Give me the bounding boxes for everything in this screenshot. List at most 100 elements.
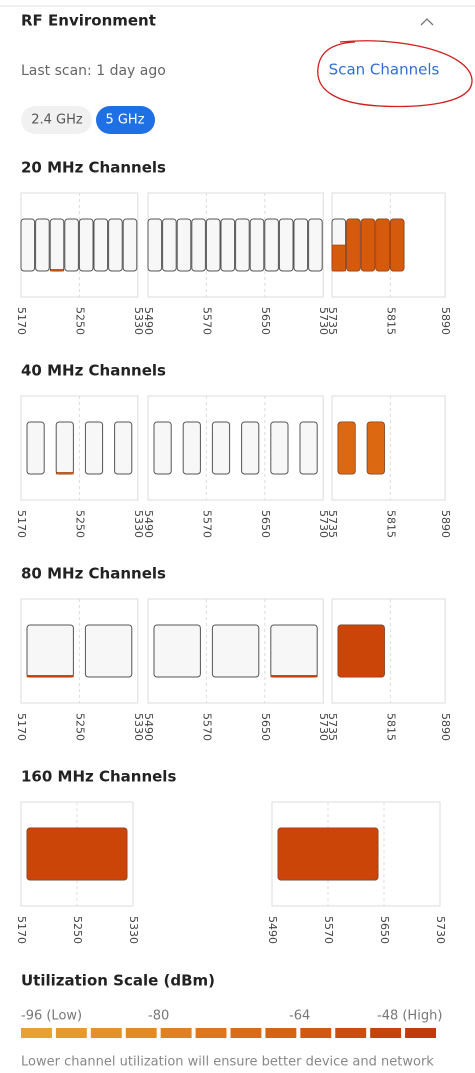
channel-box	[78, 218, 94, 272]
channel-utilization	[337, 421, 356, 475]
x-tick-label: 5330	[127, 916, 140, 944]
x-tick-label: 5570	[322, 916, 335, 944]
channel-box	[182, 421, 201, 475]
channel-utilization	[337, 624, 385, 678]
last-scan: Last scan: 1 day ago	[21, 63, 166, 79]
channel-box	[122, 218, 138, 272]
scale-swatch	[195, 1028, 227, 1038]
channel-box	[270, 624, 318, 678]
channel-box	[49, 218, 65, 272]
x-tick-label: 5250	[73, 713, 86, 741]
x-tick-label: 5570	[200, 307, 213, 335]
channel-box	[211, 421, 231, 475]
channel-box	[241, 421, 260, 475]
channel-box	[153, 421, 172, 475]
channel-box	[64, 218, 79, 272]
x-tick-label: 5490	[142, 713, 155, 741]
scale-label: -48 (High)	[377, 1009, 442, 1024]
channel-box	[93, 218, 109, 272]
x-tick-label: 5890	[439, 713, 452, 741]
x-tick-label: 5650	[259, 713, 272, 741]
channel-utilization	[366, 421, 385, 475]
channel-utilization	[277, 827, 379, 881]
band-tab[interactable]	[21, 106, 92, 134]
x-tick-label: 5330	[132, 713, 145, 741]
scale-label: -96 (Low)	[21, 1009, 82, 1024]
channel-box	[249, 218, 265, 272]
band-tab-label[interactable]: 2.4 GHz	[31, 113, 83, 128]
channel-box	[299, 421, 318, 475]
channel-box	[35, 218, 50, 272]
scale-title: Utilization Scale (dBm)	[21, 972, 215, 990]
scale-swatch	[90, 1028, 122, 1038]
scale-swatch	[21, 1028, 52, 1038]
channel-box	[153, 624, 201, 678]
x-tick-label: 5650	[259, 307, 272, 335]
x-tick-label: 5570	[200, 713, 213, 741]
scale-label: -80	[148, 1009, 169, 1024]
chart-title: 40 MHz Channels	[21, 362, 166, 380]
scan-button[interactable]: Scan Channels	[329, 61, 440, 79]
channel-box	[235, 218, 250, 272]
x-tick-label: 5815	[384, 713, 397, 741]
x-tick-label: 5250	[71, 916, 84, 944]
x-tick-label: 5730	[317, 307, 330, 335]
channel-box	[205, 218, 221, 272]
channel-box	[176, 218, 192, 272]
x-tick-label: 5170	[15, 510, 28, 538]
x-tick-label: 5815	[384, 510, 397, 538]
x-tick-label: 5330	[132, 510, 145, 538]
x-tick-label: 5730	[317, 510, 330, 538]
channel-utilization	[26, 827, 128, 881]
panel	[147, 395, 324, 501]
channel-utilization	[55, 472, 74, 475]
channel-box	[211, 624, 260, 678]
chart-title: 80 MHz Channels	[21, 565, 166, 583]
scale-swatch	[265, 1028, 297, 1038]
scale-swatch	[230, 1028, 262, 1038]
band-tab-label[interactable]: 5 GHz	[105, 113, 144, 128]
x-tick-label: 5490	[142, 307, 155, 335]
band-tab-active[interactable]	[96, 106, 155, 134]
channel-box	[308, 218, 323, 272]
channel-box	[26, 624, 74, 678]
x-tick-label: 5570	[200, 510, 213, 538]
x-tick-label: 5170	[15, 307, 28, 335]
x-tick-label: 5890	[439, 510, 452, 538]
channel-utilization	[390, 218, 405, 272]
footer-note: Lower channel utilization will ensure be…	[21, 1055, 434, 1070]
channel-box	[55, 421, 74, 475]
channel-utilization	[375, 218, 390, 272]
channel-box	[20, 218, 36, 272]
channel-box	[26, 421, 45, 475]
scale-swatch	[160, 1028, 192, 1038]
channel-utilization	[26, 675, 74, 678]
channel-box	[220, 218, 236, 272]
scale-swatch	[405, 1028, 436, 1038]
x-tick-label: 5815	[384, 307, 397, 335]
channel-box	[264, 218, 279, 272]
scale-swatch	[125, 1028, 157, 1038]
collapse-chevron[interactable]	[420, 18, 434, 26]
x-tick-label: 5730	[434, 916, 447, 944]
x-tick-label: 5490	[266, 916, 279, 944]
x-tick-label: 5890	[439, 307, 452, 335]
channel-utilization	[331, 244, 346, 272]
x-tick-label: 5650	[378, 916, 391, 944]
channel-utilization	[346, 218, 361, 272]
scale-swatch	[55, 1028, 87, 1038]
chart-title: 20 MHz Channels	[21, 159, 166, 177]
x-tick-label: 5250	[73, 307, 86, 335]
channel-box	[84, 421, 104, 475]
x-tick-label: 5250	[73, 510, 86, 538]
x-tick-label: 5735	[326, 713, 339, 741]
x-tick-label: 5330	[132, 307, 145, 335]
channel-box	[162, 218, 177, 272]
x-tick-label: 5650	[259, 510, 272, 538]
x-tick-label: 5735	[326, 307, 339, 335]
x-tick-label: 5170	[15, 713, 28, 741]
scale-swatch	[300, 1028, 332, 1038]
scale-label: -64	[289, 1009, 310, 1024]
